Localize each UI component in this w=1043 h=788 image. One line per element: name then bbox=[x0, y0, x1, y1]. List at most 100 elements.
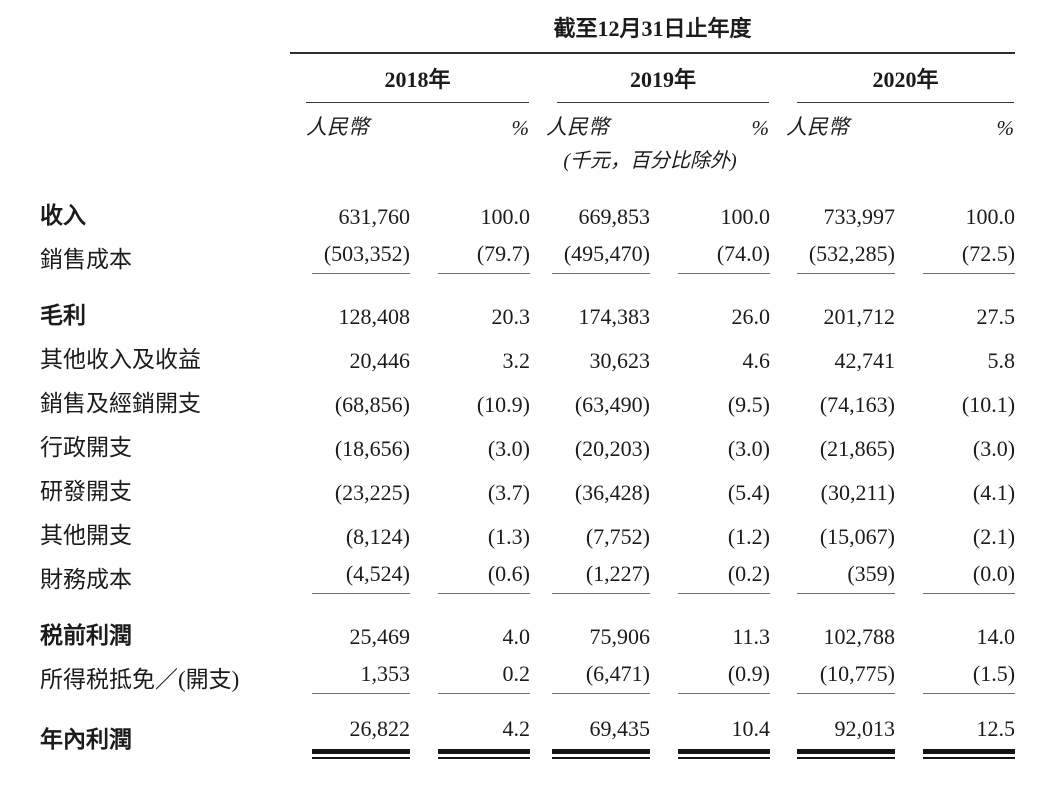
cell-percent: (4.1) bbox=[972, 480, 1016, 505]
cell-percent: 27.5 bbox=[976, 304, 1016, 329]
cell-amount: (10,775) bbox=[797, 661, 895, 694]
currency-percent-header-row: 人民幣 % 人民幣 % 人民幣 % bbox=[40, 104, 1015, 142]
cell-percent: 4.0 bbox=[502, 624, 531, 649]
cell-percent: 100.0 bbox=[965, 204, 1016, 229]
cell-percent: 100.0 bbox=[480, 204, 531, 229]
row-label: 年內利潤 bbox=[40, 727, 132, 752]
cell-percent: 5.8 bbox=[987, 348, 1016, 373]
table-row: 其他開支 (8,124) (1.3) (7,752) (1.2) (15,067) (2.1… bbox=[40, 511, 1015, 555]
table-row: 收入 631,760 100.0 669,853 100.0 733,997 100.0 bbox=[40, 174, 1015, 235]
percent-label-2018: % bbox=[511, 116, 530, 140]
row-label: 財務成本 bbox=[40, 567, 132, 592]
cell-percent: (10.1) bbox=[961, 392, 1016, 417]
table-row: 毛利 128,408 20.3 174,383 26.0 201,712 27.5 bbox=[40, 279, 1015, 335]
table-row: 税前利潤 25,469 4.0 75,906 11.3 102,788 14.0 bbox=[40, 599, 1015, 655]
cell-percent: 3.2 bbox=[502, 348, 531, 373]
cell-amount: (21,865) bbox=[819, 436, 895, 461]
cell-amount: 631,760 bbox=[338, 204, 411, 229]
cell-percent: 20.3 bbox=[491, 304, 531, 329]
cell-amount: 92,013 bbox=[797, 716, 895, 759]
cell-amount: (68,856) bbox=[334, 392, 410, 417]
cell-percent: (3.0) bbox=[487, 436, 530, 461]
cell-amount: 733,997 bbox=[823, 204, 896, 229]
cell-percent: (3.0) bbox=[727, 436, 770, 461]
unit-note-row: (千元，百分比除外) bbox=[40, 142, 1015, 174]
cell-percent: (79.7) bbox=[438, 241, 530, 274]
cell-amount: 26,822 bbox=[312, 716, 410, 759]
cell-amount: 30,623 bbox=[589, 348, 651, 373]
cell-amount: 102,788 bbox=[823, 624, 896, 649]
cell-amount: (495,470) bbox=[552, 241, 650, 274]
row-label: 銷售成本 bbox=[40, 247, 132, 272]
cell-percent: 10.4 bbox=[678, 716, 770, 759]
table-row: 所得税抵免／(開支) 1,353 0.2 (6,471) (0.9) (10,775) (1… bbox=[40, 655, 1016, 699]
cell-percent: (74.0) bbox=[678, 241, 770, 274]
unit-note: (千元，百分比除外) bbox=[563, 150, 737, 172]
cell-amount: 20,446 bbox=[349, 348, 411, 373]
cell-percent: (1.5) bbox=[923, 661, 1016, 694]
cell-amount: (4,524) bbox=[312, 561, 410, 594]
cell-amount: (532,285) bbox=[797, 241, 895, 274]
cell-amount: (8,124) bbox=[345, 524, 410, 549]
cell-percent: 12.5 bbox=[923, 716, 1016, 759]
row-label: 收入 bbox=[40, 203, 86, 228]
cell-percent: (1.2) bbox=[727, 524, 770, 549]
currency-label-2019: 人民幣 bbox=[546, 115, 609, 139]
currency-label-2018: 人民幣 bbox=[306, 115, 369, 139]
cell-amount: 42,741 bbox=[834, 348, 896, 373]
row-label: 其他收入及收益 bbox=[40, 347, 201, 372]
cell-amount: 69,435 bbox=[552, 716, 650, 759]
cell-amount: (359) bbox=[797, 561, 895, 594]
year-header-2019: 2019年 bbox=[557, 62, 769, 103]
table-row: 財務成本 (4,524) (0.6) (1,227) (0.2) (359) (0.0) bbox=[40, 555, 1016, 599]
cell-amount: 1,353 bbox=[312, 661, 410, 694]
row-label: 研發開支 bbox=[40, 479, 132, 504]
cell-amount: (63,490) bbox=[574, 392, 650, 417]
cell-percent: 11.3 bbox=[732, 624, 770, 649]
year-header-2020: 2020年 bbox=[797, 62, 1015, 103]
cell-amount: (15,067) bbox=[819, 524, 895, 549]
cell-percent: (1.3) bbox=[487, 524, 530, 549]
cell-amount: 669,853 bbox=[578, 204, 651, 229]
cell-percent: (2.1) bbox=[972, 524, 1016, 549]
table-header: 截至12月31日止年度 2018年 2019年 2020年 人民幣 % 人民幣 bbox=[40, 10, 1016, 174]
cell-percent: 4.6 bbox=[742, 348, 771, 373]
cell-percent: (3.0) bbox=[972, 436, 1016, 461]
cell-amount: 25,469 bbox=[349, 624, 411, 649]
currency-label-2020: 人民幣 bbox=[786, 115, 849, 139]
row-label: 毛利 bbox=[40, 303, 86, 328]
row-label: 所得税抵免／(開支) bbox=[40, 667, 240, 692]
row-label: 税前利潤 bbox=[40, 623, 132, 648]
cell-amount: (6,471) bbox=[552, 661, 650, 694]
cell-amount: (18,656) bbox=[334, 436, 410, 461]
income-statement-table: 截至12月31日止年度 2018年 2019年 2020年 人民幣 % 人民幣 bbox=[40, 10, 1016, 788]
cell-percent: (9.5) bbox=[727, 392, 770, 417]
table-row: 行政開支 (18,656) (3.0) (20,203) (3.0) (21,865) (3… bbox=[40, 423, 1015, 467]
year-header-row: 2018年 2019年 2020年 bbox=[40, 53, 1015, 104]
cell-percent: 100.0 bbox=[720, 204, 771, 229]
table-row: 銷售成本 (503,352) (79.7) (495,470) (74.0) (532,2… bbox=[40, 235, 1016, 279]
percent-label-2020: % bbox=[996, 116, 1015, 140]
cell-percent: 26.0 bbox=[731, 304, 771, 329]
table-row: 銷售及經銷開支 (68,856) (10.9) (63,490) (9.5) (74,16… bbox=[40, 379, 1015, 423]
row-label: 年內利潤及總全面收益 bbox=[40, 772, 290, 788]
cell-amount: (1,227) bbox=[552, 561, 650, 594]
cell-percent: (10.9) bbox=[476, 392, 530, 417]
cell-percent: (0.6) bbox=[438, 561, 530, 594]
period-header-row: 截至12月31日止年度 bbox=[40, 10, 1016, 54]
cell-percent: (3.7) bbox=[487, 480, 530, 505]
row-label: 銷售及經銷開支 bbox=[40, 391, 201, 416]
cell-percent: (0.0) bbox=[923, 561, 1016, 594]
percent-label-2019: % bbox=[751, 116, 770, 140]
cell-amount: 75,906 bbox=[589, 624, 651, 649]
cell-amount: (7,752) bbox=[585, 524, 650, 549]
year-header-2018: 2018年 bbox=[306, 62, 529, 103]
cell-amount: (23,225) bbox=[334, 480, 410, 505]
cell-percent: 0.2 bbox=[438, 661, 530, 694]
cell-percent: 4.2 bbox=[438, 716, 530, 759]
cell-amount: 174,383 bbox=[578, 304, 651, 329]
row-label: 行政開支 bbox=[40, 435, 132, 460]
cell-percent: (0.2) bbox=[678, 561, 770, 594]
